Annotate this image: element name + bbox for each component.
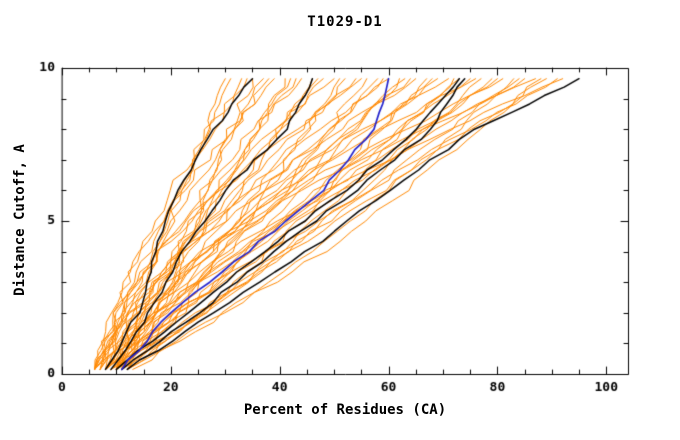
- y-axis-label: Distance Cutoff, A: [12, 144, 28, 296]
- chart-title: T1029-D1: [307, 14, 383, 30]
- x-axis-label: Percent of Residues (CA): [243, 402, 447, 418]
